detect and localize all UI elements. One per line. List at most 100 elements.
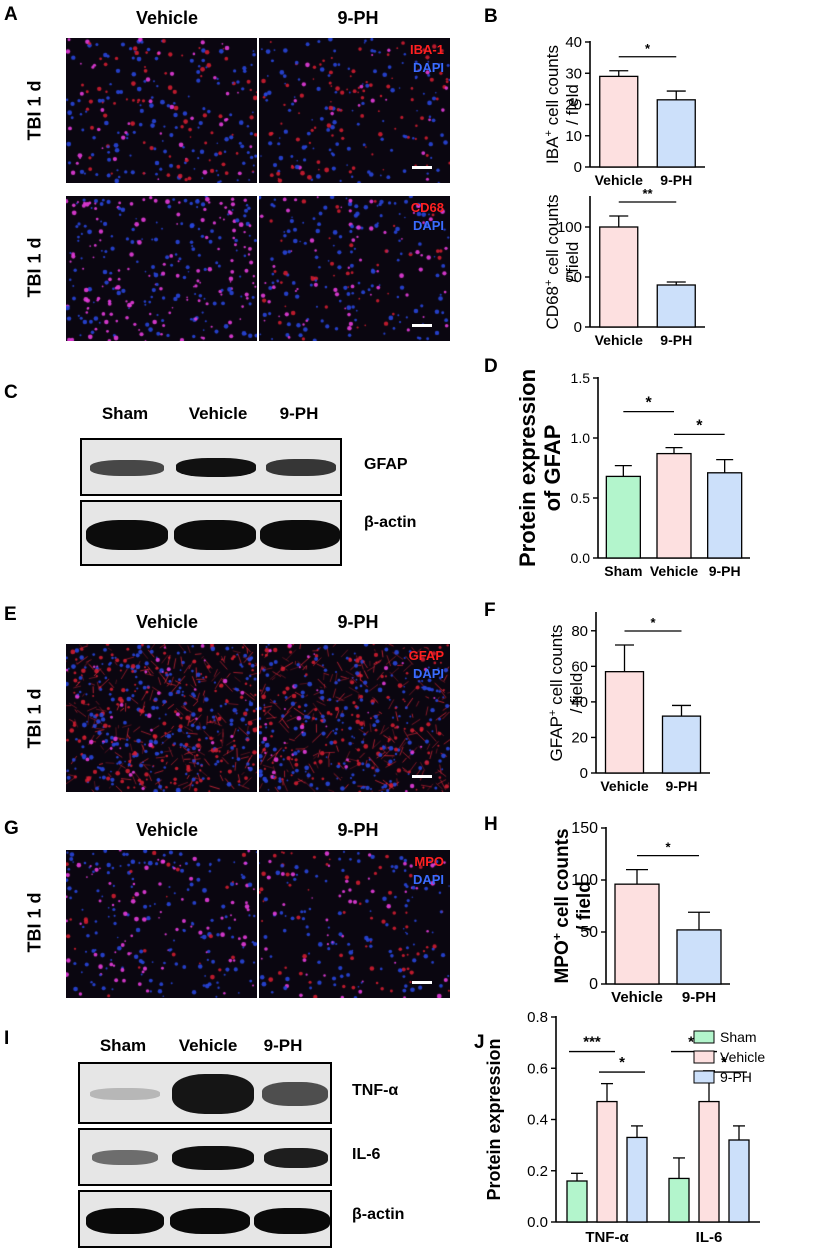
y-axis-label: / field: [563, 242, 582, 283]
y-tick-label: 30: [565, 65, 582, 82]
y-tick-label: 0: [574, 319, 582, 336]
panel-label-h: H: [484, 814, 498, 835]
significance-mark: *: [650, 615, 656, 630]
y-tick-label: 0.8: [527, 1009, 548, 1026]
scale-bar: [412, 775, 432, 778]
significance-mark: *: [665, 840, 671, 855]
y-tick-label: 0: [589, 976, 598, 993]
y-tick-label: 0.4: [527, 1112, 548, 1129]
stain-label-dapi: DAPI: [412, 60, 444, 75]
y-tick-label: 50: [580, 924, 598, 941]
y-tick-label: 0.5: [571, 490, 591, 506]
bar-9-ph: [626, 1136, 648, 1223]
panel-label-b: B: [484, 6, 498, 27]
y-tick-label: 80: [571, 623, 588, 640]
blot-band: [170, 1208, 250, 1234]
bar-9-ph: [661, 715, 702, 774]
y-axis-label: MPO+ cell counts: [550, 828, 573, 983]
y-tick-label: 0.0: [527, 1214, 548, 1231]
bar-sham: [566, 1180, 588, 1223]
micrograph-cd68-vehicle: [66, 196, 257, 341]
y-tick-label: 20: [565, 97, 582, 114]
bar-vehicle: [599, 75, 639, 168]
y-axis-label: CD68+ cell counts: [543, 195, 562, 330]
x-tick-label: Vehicle: [611, 989, 663, 1006]
blot-band: [254, 1208, 330, 1234]
x-tick-label: 9-PH: [709, 563, 741, 579]
row-label-tbi: TBI 1 d: [24, 80, 45, 141]
x-tick-label: Vehicle: [595, 172, 643, 188]
blot-band: [262, 1082, 328, 1106]
blot-il6: [78, 1128, 332, 1186]
x-tick-label: Vehicle: [595, 332, 643, 348]
column-header-9ph: 9-PH: [337, 612, 379, 632]
panel-label-e: E: [4, 604, 17, 625]
bar-vehicle: [698, 1100, 720, 1223]
lane-label-9ph: 9-PH: [279, 404, 319, 423]
bar-vehicle: [614, 883, 660, 985]
stain-label-gfap: GFAP: [408, 648, 444, 663]
x-tick-label: TNF-α: [585, 1229, 629, 1246]
blot-band: [86, 520, 168, 550]
stain-label-cd68: CD68: [410, 200, 444, 215]
lane-label-sham: Sham: [101, 404, 149, 423]
blot-label-tnf-alpha: TNF-α: [352, 1082, 399, 1099]
micrograph-gfap-vehicle: [66, 644, 257, 792]
stain-label-mpo: MPO: [414, 854, 444, 869]
stain-label-dapi: DAPI: [412, 666, 444, 681]
panel-label-f: F: [484, 600, 496, 621]
significance-mark: *: [721, 1054, 727, 1071]
y-axis-label: / field: [563, 84, 582, 125]
bar-9-ph: [656, 284, 696, 328]
stain-label-dapi: DAPI: [412, 872, 444, 887]
column-header-9ph: 9-PH: [337, 820, 379, 840]
blot-label-beta-actin: β-actin: [364, 514, 417, 531]
x-tick-label: IL-6: [696, 1229, 723, 1246]
x-tick-label: Vehicle: [600, 778, 648, 794]
micrograph-cd68-9ph: CD68 DAPI: [259, 196, 450, 341]
y-axis-label: / field: [574, 881, 595, 931]
panel-label-a: A: [4, 4, 18, 25]
lane-label-sham: Sham: [99, 1036, 147, 1055]
y-axis-label: / field: [567, 673, 586, 714]
panel-label-d: D: [484, 356, 498, 377]
blot-band: [260, 520, 340, 550]
bar-9-ph: [707, 472, 743, 559]
y-tick-label: 0.2: [527, 1163, 548, 1180]
blot-beta-actin: [80, 500, 342, 566]
x-tick-label: 9-PH: [660, 172, 692, 188]
y-axis-label: IBA+ cell counts: [543, 45, 562, 164]
y-axis-label: Protein expression: [515, 369, 540, 567]
chart-f: F 0 20 40 60 80 GFAP+ cell counts / field Vehicl…: [484, 600, 710, 794]
micrograph-iba1-9ph: IBA-1 DAPI: [259, 38, 450, 183]
stain-label-iba1: IBA-1: [410, 42, 444, 57]
blot-band: [92, 1150, 158, 1165]
scale-bar: [412, 166, 432, 169]
y-tick-label: 40: [571, 694, 588, 711]
panel-label-c: C: [4, 382, 18, 403]
blot-beta-actin: [78, 1190, 332, 1248]
chart-d: D 0.0 0.5 1.0 1.5 Protein expression of GFAP Sh…: [484, 356, 750, 579]
blot-band: [90, 460, 164, 476]
y-tick-label: 50: [565, 269, 582, 286]
y-tick-label: 0.6: [527, 1060, 548, 1077]
legend-label: 9-PH: [720, 1069, 752, 1085]
blot-band: [86, 1208, 164, 1234]
y-tick-label: 100: [571, 872, 598, 889]
y-tick-label: 10: [565, 128, 582, 145]
blot-band: [90, 1088, 160, 1100]
scale-bar: [412, 324, 432, 327]
micrograph-gfap-9ph: GFAP DAPI: [259, 644, 450, 792]
row-label-tbi: TBI 1 d: [24, 237, 45, 298]
legend-label: Sham: [720, 1029, 757, 1045]
micrograph-mpo-vehicle: [66, 850, 257, 998]
row-label-tbi: TBI 1 d: [24, 892, 45, 953]
significance-mark: **: [688, 1034, 700, 1051]
chart-j: J 0.0 0.2 0.4 0.6 0.8 Protein expression TNF-α I…: [474, 1009, 765, 1246]
y-tick-label: 100: [557, 219, 582, 236]
blot-gfap: [80, 438, 342, 496]
significance-mark: **: [642, 186, 653, 201]
y-axis-label: Protein expression: [484, 1038, 504, 1200]
y-axis-label: of GFAP: [540, 425, 565, 512]
